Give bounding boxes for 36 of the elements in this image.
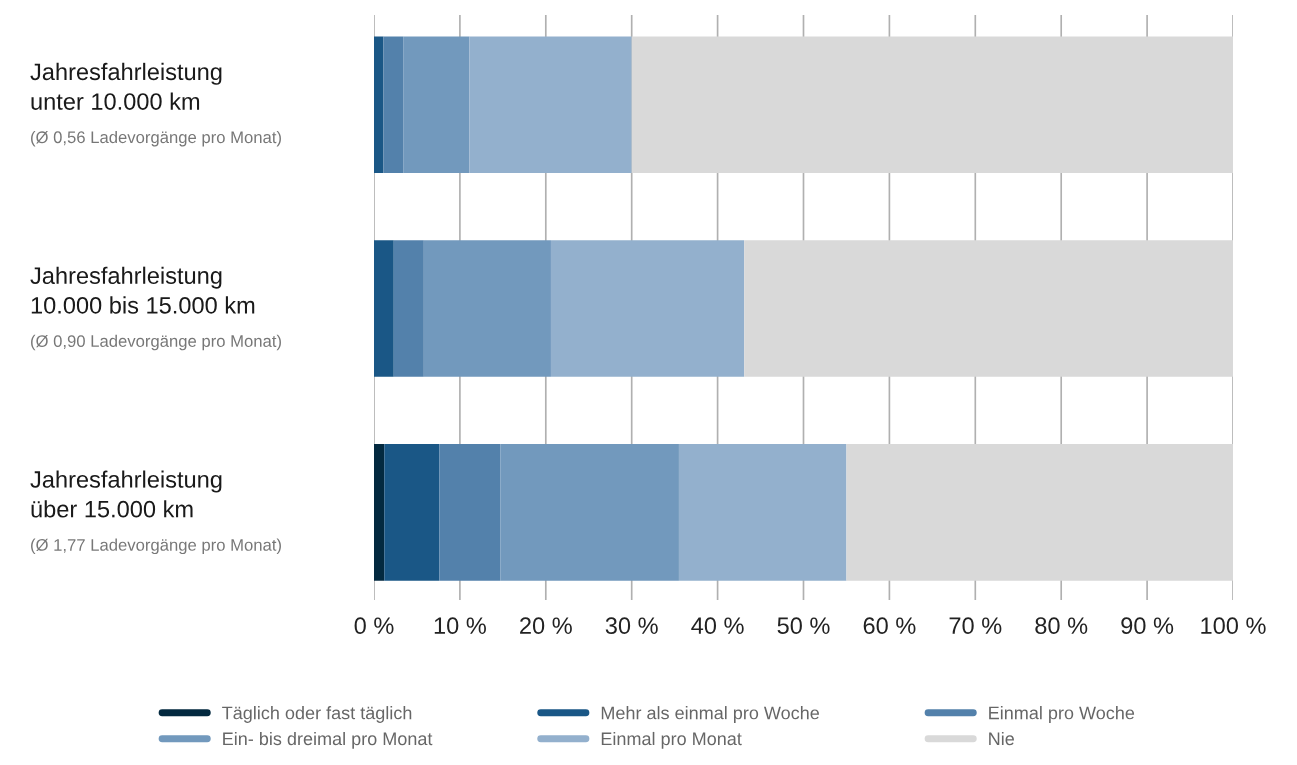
legend-label: Ein- bis dreimal pro Monat (223, 731, 433, 749)
legend-label: Einmal pro Woche (989, 706, 1135, 723)
x-tick-label: 10 % (434, 617, 486, 635)
bar (393, 240, 424, 377)
legend-label: Einmal pro Monat (601, 731, 742, 749)
y-tick-label: Jahresfahrleistung 10.000 bis 15.000 km (Ø 0,90 Ladevorgänge pro Monat) (30, 266, 281, 351)
x-tick-label: 60 % (863, 617, 916, 635)
bar (384, 444, 440, 581)
bar (423, 240, 551, 377)
x-tick-label: 70 % (949, 617, 1002, 635)
x-tick-label: 90 % (1121, 617, 1174, 635)
y-tick-label: Jahresfahrleistung unter 10.000 km (Ø 0,56 Ladevorgänge pro Monat) (30, 62, 281, 147)
bar (403, 36, 470, 173)
x-tick-label: 100 % (1201, 617, 1266, 635)
bar (439, 444, 501, 581)
bar (374, 240, 394, 377)
legend-label: Nie (989, 731, 1014, 746)
bar (846, 444, 1233, 581)
x-tick-label: 80 % (1035, 617, 1088, 635)
bar (469, 36, 632, 173)
legend-label: Mehr als einmal pro Woche (601, 706, 819, 723)
bar (631, 36, 1233, 173)
x-tick-label: 40 % (691, 617, 744, 635)
bar (374, 444, 385, 581)
x-tick-label: 0 % (354, 617, 394, 635)
x-tick-label: 30 % (605, 617, 658, 635)
bar (744, 240, 1233, 377)
x-tick-label: 20 % (520, 617, 572, 635)
legend-label: Täglich oder fast täglich (222, 706, 412, 723)
y-tick-label: Jahresfahrleistung über 15.000 km (Ø 1,77 Ladevorgänge pro Monat) (30, 470, 281, 555)
bar (383, 36, 404, 173)
bar (500, 444, 679, 581)
x-tick-label: 50 % (777, 617, 830, 635)
bar (374, 36, 384, 173)
bar (678, 444, 847, 581)
bar (550, 240, 745, 377)
